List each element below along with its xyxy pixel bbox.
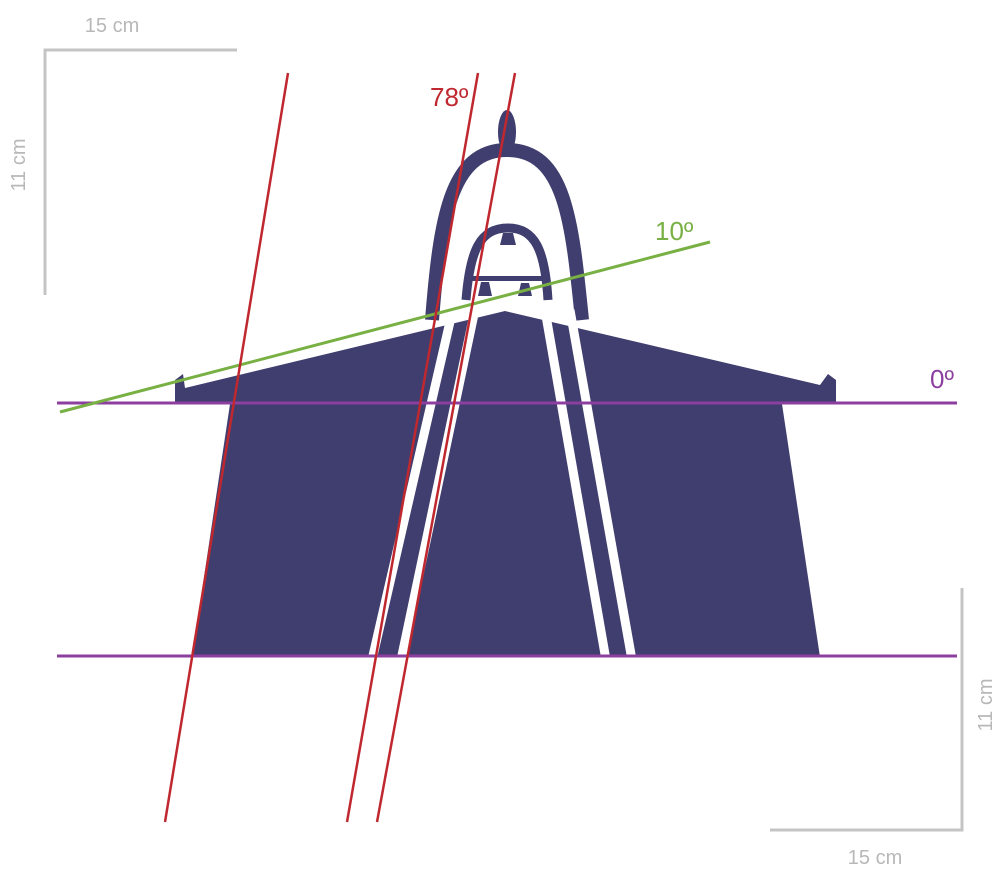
scale-width-label: 15 cm	[848, 847, 902, 869]
bell	[500, 233, 516, 245]
angle-line	[59, 240, 711, 414]
body	[192, 404, 820, 657]
stripe	[540, 309, 611, 661]
angle-label: 0º	[930, 364, 954, 394]
inner-arch	[461, 223, 553, 301]
building	[175, 110, 836, 657]
stripe	[565, 309, 637, 661]
outer-arch	[425, 142, 589, 321]
scale-bracket	[770, 588, 964, 832]
scale-height-label: 11 cm	[8, 139, 30, 192]
roof	[175, 311, 836, 404]
angle-label: 78º	[430, 82, 469, 112]
vertical-lines	[163, 72, 517, 823]
angle-line	[163, 72, 290, 823]
bell	[478, 282, 492, 296]
scale-bracket	[43, 48, 237, 295]
bell-bar	[470, 276, 544, 281]
scale-width-label: 15 cm	[85, 15, 139, 37]
angle-line	[345, 72, 480, 823]
scale-height-label: 11 cm	[975, 679, 997, 732]
angle-label: 10º	[655, 216, 694, 246]
angle-line	[375, 72, 517, 823]
